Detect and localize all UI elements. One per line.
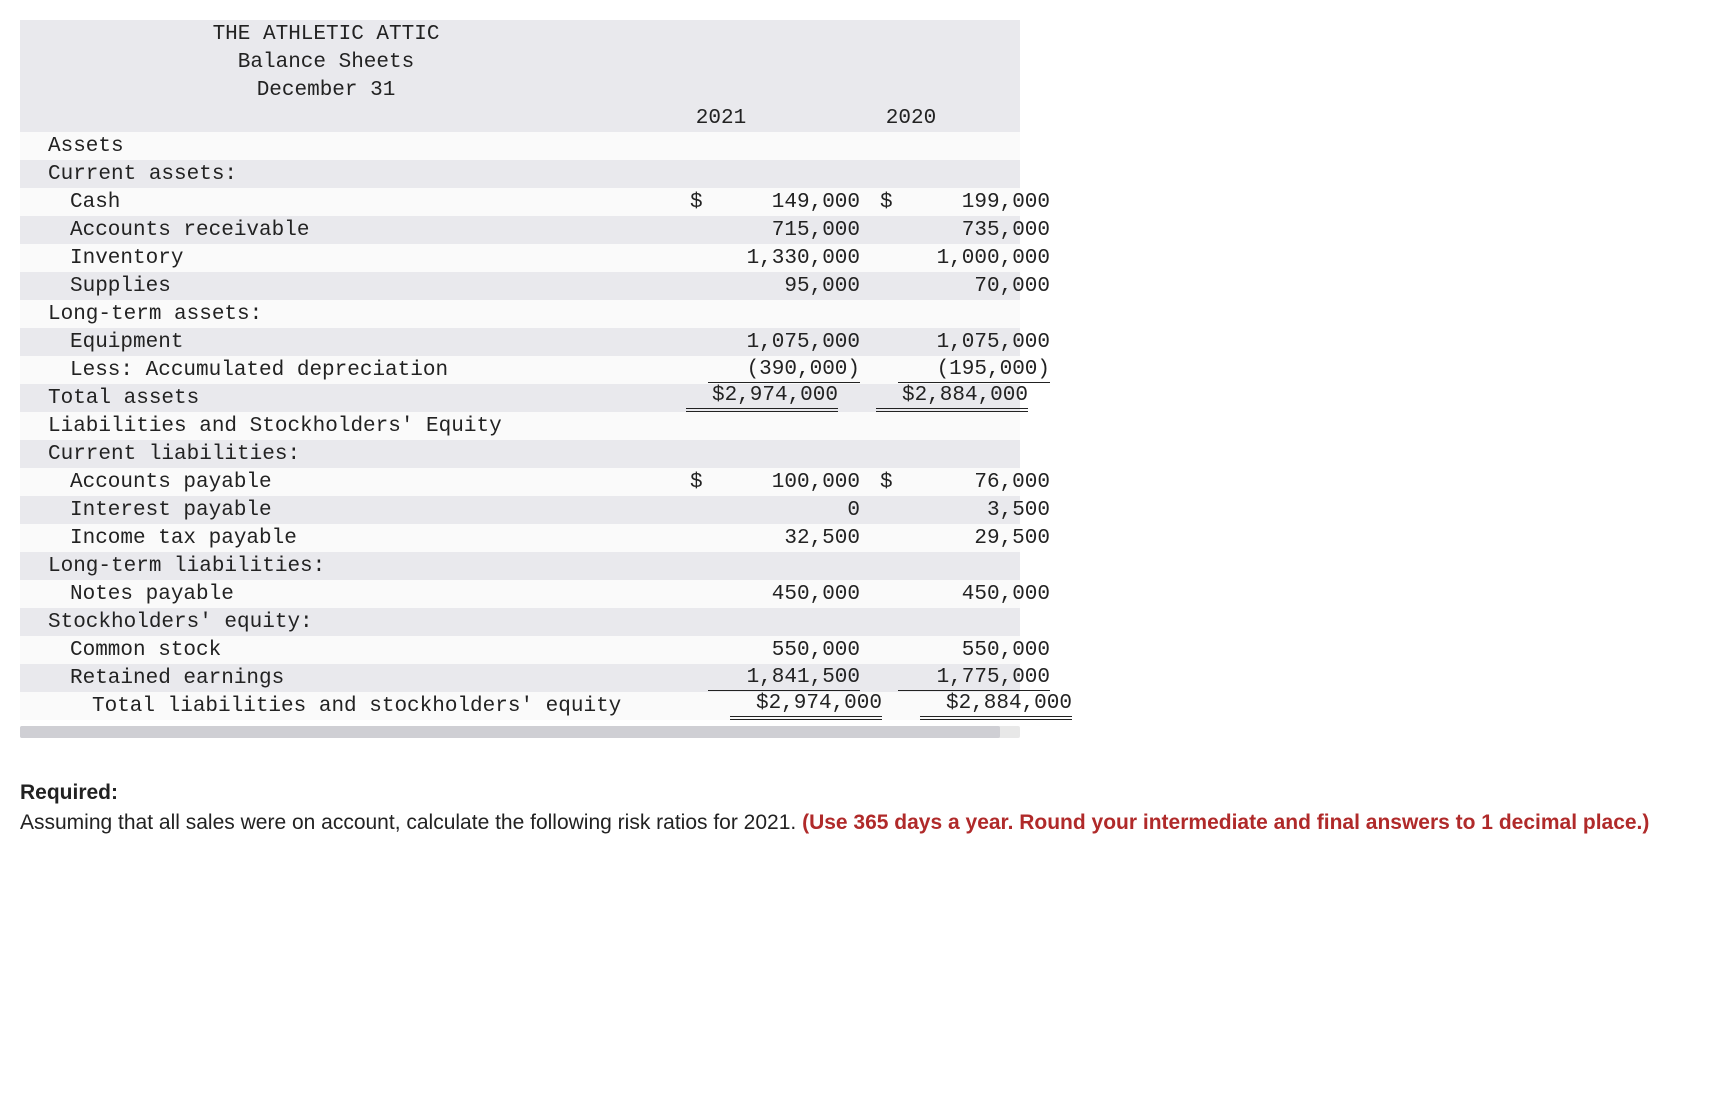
lta-heading-row: Long-term assets: — [20, 300, 1020, 328]
ltl-heading-row: Long-term liabilities: — [20, 552, 1020, 580]
horizontal-scrollbar[interactable] — [20, 726, 1020, 738]
total-assets-row: Total assets $2,974,000 $2,884,000 — [20, 384, 1020, 412]
current-liab-heading: Current liabilities: — [26, 443, 648, 466]
np-2021: 450,000 — [708, 583, 860, 606]
total-assets-label: Total assets — [26, 387, 648, 410]
re-2021: 1,841,500 — [708, 666, 860, 691]
itp-label: Income tax payable — [26, 527, 670, 550]
dollar-sign: $ — [690, 471, 708, 494]
total-assets-2021: $2,974,000 — [686, 384, 838, 412]
required-text: Assuming that all sales were on account,… — [20, 811, 802, 834]
total-le-row: Total liabilities and stockholders' equi… — [20, 692, 1020, 720]
total-le-2020: $2,884,000 — [920, 692, 1072, 720]
required-red-text: (Use 365 days a year. Round your interme… — [802, 811, 1649, 834]
assets-heading: Assets — [26, 135, 648, 158]
supplies-2020: 70,000 — [898, 275, 1050, 298]
cs-2020: 550,000 — [898, 639, 1050, 662]
ar-label: Accounts receivable — [26, 219, 670, 242]
equipment-2021: 1,075,000 — [708, 331, 860, 354]
ltl-heading: Long-term liabilities: — [26, 555, 648, 578]
cash-2020: 199,000 — [898, 191, 1050, 214]
current-liab-heading-row: Current liabilities: — [20, 440, 1020, 468]
liab-se-heading: Liabilities and Stockholders' Equity — [26, 415, 648, 438]
itp-2021: 32,500 — [708, 527, 860, 550]
cash-2021: 149,000 — [708, 191, 860, 214]
inventory-label: Inventory — [26, 247, 670, 270]
itp-row: Income tax payable 32,500 29,500 — [20, 524, 1020, 552]
dollar-sign: $ — [690, 191, 708, 214]
re-2020: 1,775,000 — [898, 666, 1050, 691]
ar-2020: 735,000 — [898, 219, 1050, 242]
ap-2020: 76,000 — [898, 471, 1050, 494]
cash-label: Cash — [26, 191, 670, 214]
total-le-label: Total liabilities and stockholders' equi… — [26, 695, 692, 718]
supplies-label: Supplies — [26, 275, 670, 298]
np-2020: 450,000 — [898, 583, 1050, 606]
dollar-sign: $ — [880, 191, 898, 214]
ap-row: Accounts payable $100,000 $76,000 — [20, 468, 1020, 496]
year-header-row: 2021 2020 — [20, 104, 1020, 132]
accdep-row: Less: Accumulated depreciation (390,000)… — [20, 356, 1020, 384]
ip-row: Interest payable 0 3,500 — [20, 496, 1020, 524]
ip-2021: 0 — [708, 499, 860, 522]
re-row: Retained earnings 1,841,500 1,775,000 — [20, 664, 1020, 692]
statement-title: Balance Sheets — [26, 51, 626, 74]
inventory-row: Inventory 1,330,000 1,000,000 — [20, 244, 1020, 272]
year-2020: 2020 — [816, 107, 1006, 130]
cs-2021: 550,000 — [708, 639, 860, 662]
header-row-date: December 31 — [20, 76, 1020, 104]
header-row-title: Balance Sheets — [20, 48, 1020, 76]
required-section: Required: Assuming that all sales were o… — [20, 778, 1700, 839]
dollar-sign: $ — [880, 471, 898, 494]
equipment-2020: 1,075,000 — [898, 331, 1050, 354]
cash-row: Cash $149,000 $199,000 — [20, 188, 1020, 216]
header-row-company: THE ATHLETIC ATTIC — [20, 20, 1020, 48]
ip-label: Interest payable — [26, 499, 670, 522]
accdep-2021: (390,000) — [708, 358, 860, 383]
supplies-row: Supplies 95,000 70,000 — [20, 272, 1020, 300]
cs-row: Common stock 550,000 550,000 — [20, 636, 1020, 664]
statement-date: December 31 — [26, 79, 626, 102]
np-row: Notes payable 450,000 450,000 — [20, 580, 1020, 608]
required-body: Assuming that all sales were on account,… — [20, 808, 1700, 838]
required-heading: Required: — [20, 778, 1700, 808]
equipment-label: Equipment — [26, 331, 670, 354]
cs-label: Common stock — [26, 639, 670, 662]
current-assets-heading-row: Current assets: — [20, 160, 1020, 188]
liab-se-heading-row: Liabilities and Stockholders' Equity — [20, 412, 1020, 440]
year-2021: 2021 — [626, 107, 816, 130]
inventory-2021: 1,330,000 — [708, 247, 860, 270]
accdep-2020: (195,000) — [898, 358, 1050, 383]
inventory-2020: 1,000,000 — [898, 247, 1050, 270]
assets-heading-row: Assets — [20, 132, 1020, 160]
equipment-row: Equipment 1,075,000 1,075,000 — [20, 328, 1020, 356]
total-le-2021: $2,974,000 — [730, 692, 882, 720]
current-assets-heading: Current assets: — [26, 163, 648, 186]
company-name: THE ATHLETIC ATTIC — [26, 23, 626, 46]
total-assets-2020: $2,884,000 — [876, 384, 1028, 412]
se-heading-row: Stockholders' equity: — [20, 608, 1020, 636]
ap-label: Accounts payable — [26, 471, 670, 494]
scrollbar-thumb[interactable] — [20, 726, 1000, 738]
itp-2020: 29,500 — [898, 527, 1050, 550]
se-heading: Stockholders' equity: — [26, 611, 648, 634]
lta-heading: Long-term assets: — [26, 303, 648, 326]
ap-2021: 100,000 — [708, 471, 860, 494]
np-label: Notes payable — [26, 583, 670, 606]
ar-row: Accounts receivable 715,000 735,000 — [20, 216, 1020, 244]
ar-2021: 715,000 — [708, 219, 860, 242]
accdep-label: Less: Accumulated depreciation — [26, 359, 670, 382]
ip-2020: 3,500 — [898, 499, 1050, 522]
balance-sheet-table: THE ATHLETIC ATTIC Balance Sheets Decemb… — [20, 20, 1020, 720]
re-label: Retained earnings — [26, 667, 670, 690]
supplies-2021: 95,000 — [708, 275, 860, 298]
